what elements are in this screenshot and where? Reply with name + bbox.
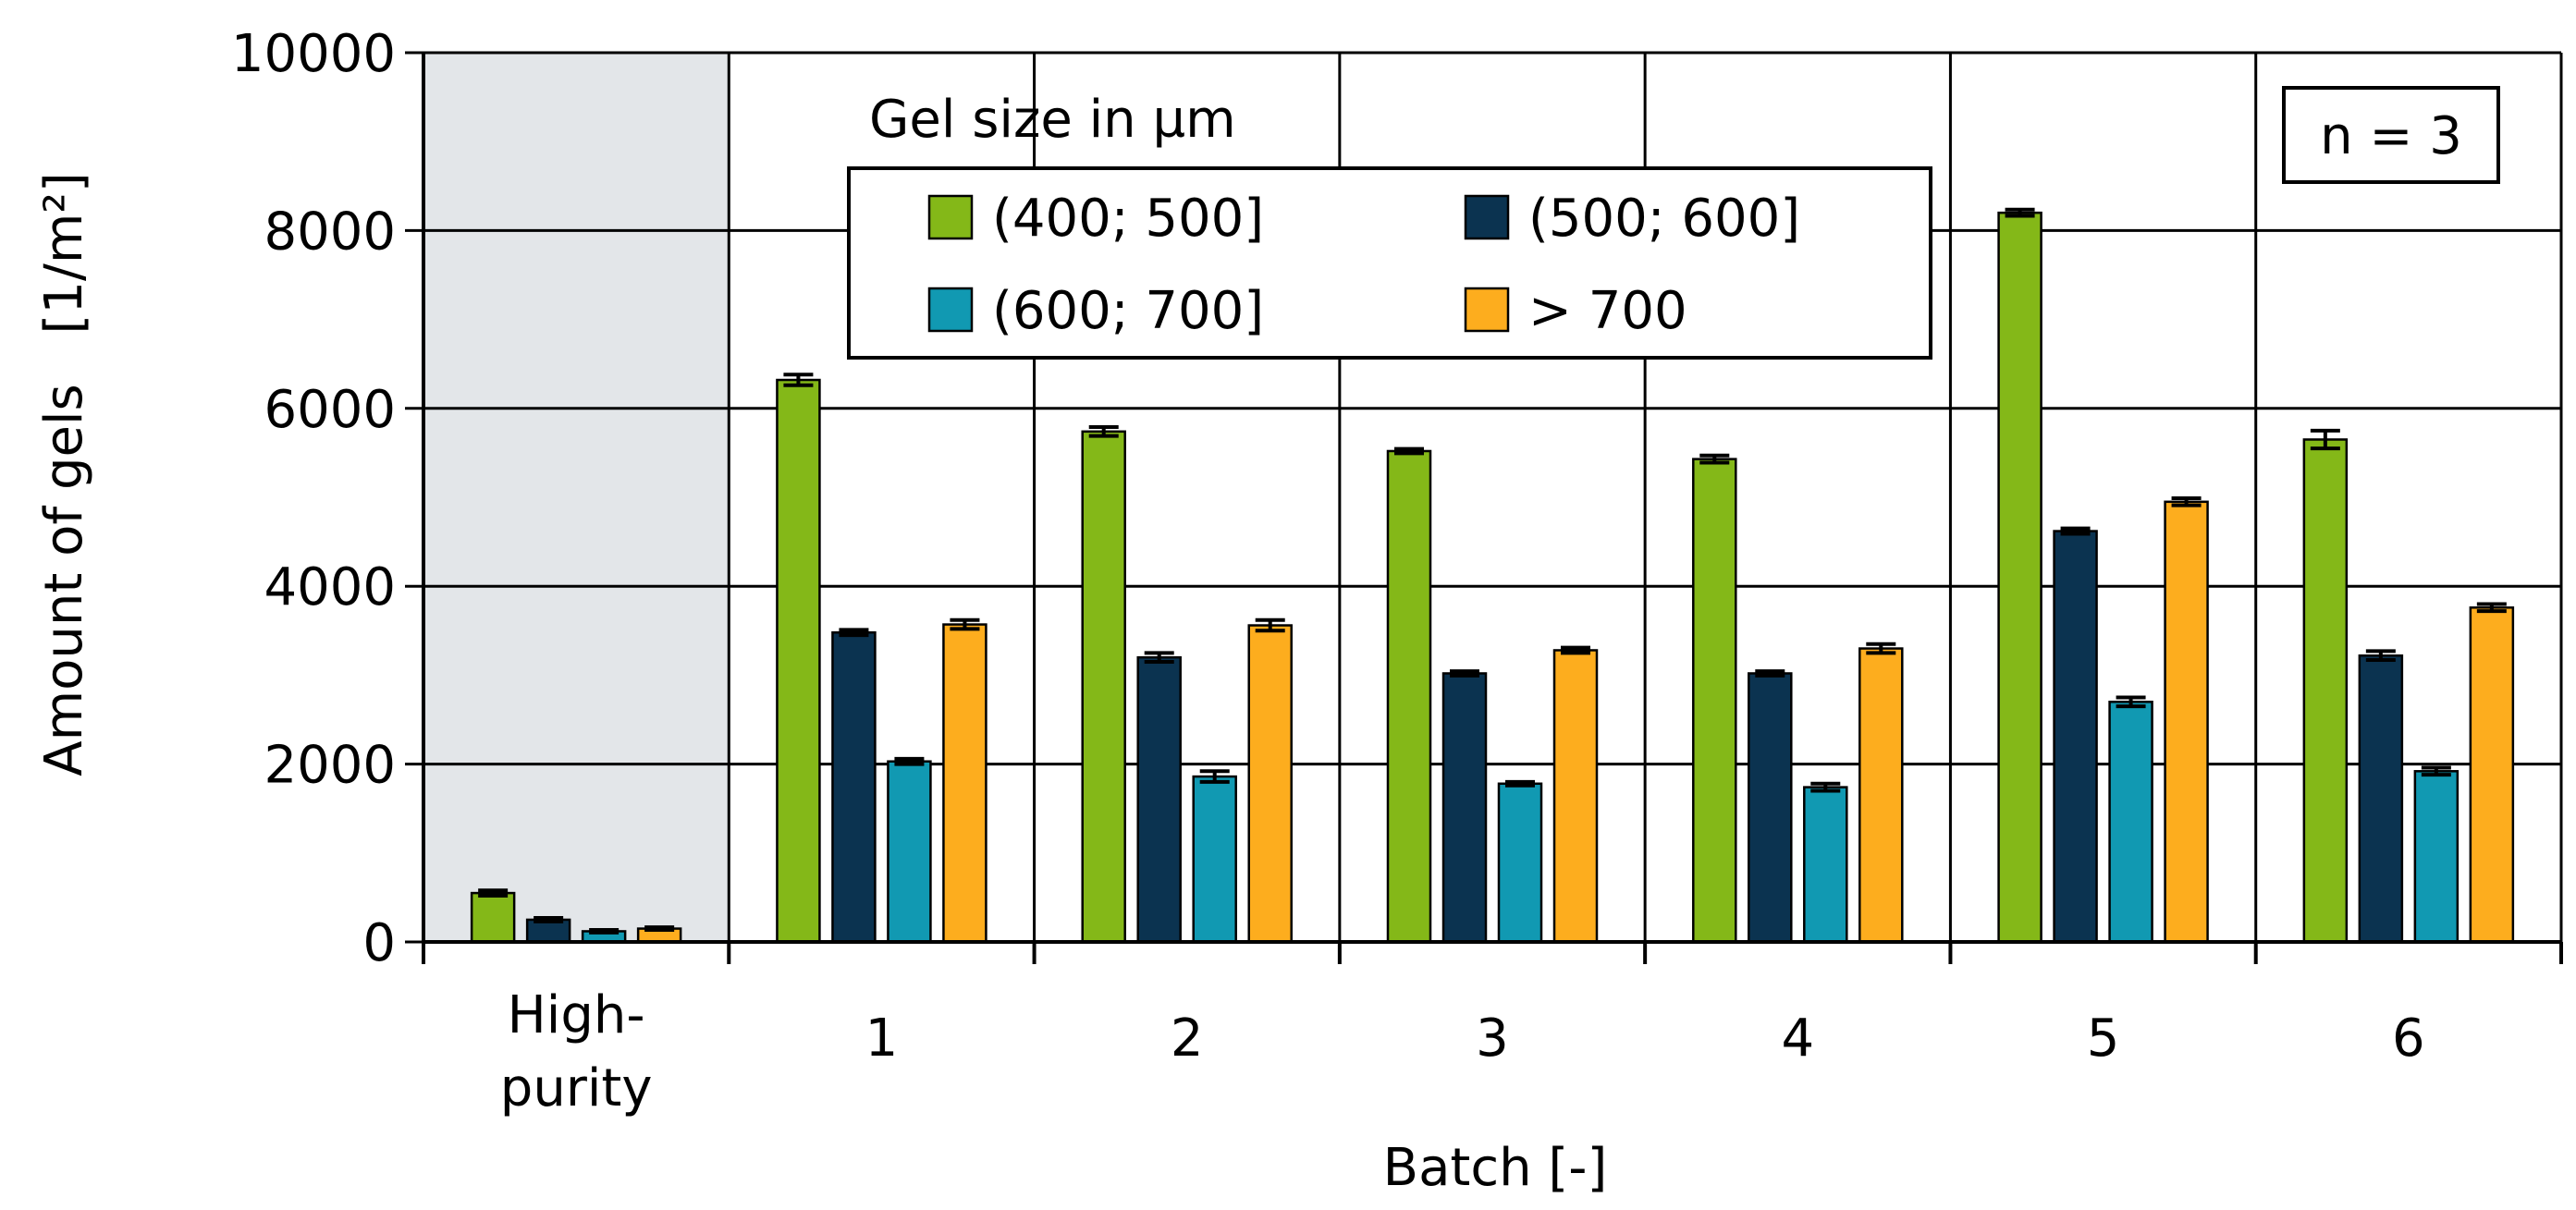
- error-bar: [1505, 779, 1535, 788]
- bar: [1552, 649, 1599, 944]
- error-bar: [478, 888, 509, 898]
- x-tick-label: 6: [2392, 1008, 2425, 1069]
- error-bar: [1810, 781, 1841, 793]
- error-bar: [2365, 649, 2396, 663]
- bar: [887, 760, 932, 944]
- bar: [1081, 430, 1126, 944]
- y-axis-title: Amount of gels [1/m²]: [34, 172, 94, 776]
- bar: [2108, 701, 2153, 944]
- error-bar: [783, 373, 814, 387]
- bar: [2164, 500, 2209, 944]
- error-bar: [2421, 765, 2451, 777]
- y-tick-label: 0: [362, 913, 396, 973]
- error-bar: [1255, 617, 1285, 633]
- error-bar: [839, 628, 869, 638]
- y-tick-label: 10000: [231, 24, 396, 84]
- bar: [1748, 672, 1793, 944]
- error-bar: [1450, 669, 1479, 678]
- error-bar: [1699, 453, 1730, 465]
- legend-swatch: [1464, 194, 1510, 240]
- bar: [1136, 655, 1182, 944]
- bar: [470, 891, 516, 944]
- y-axis-title-text: Amount of gels: [34, 384, 94, 776]
- error-bar: [2005, 207, 2035, 218]
- legend-label: > 700: [1528, 281, 1687, 341]
- error-bar: [950, 617, 980, 631]
- error-bar: [1866, 642, 1896, 655]
- bar: [831, 630, 877, 944]
- error-bar: [2171, 495, 2202, 507]
- legend: Gel size in µm (400; 500] (500; 600] (600;…: [847, 90, 1932, 360]
- error-bar: [1088, 425, 1119, 438]
- bar: [1803, 786, 1848, 944]
- x-tick-label: 5: [2087, 1008, 2120, 1069]
- y-axis-title-unit: [1/m²]: [34, 172, 94, 334]
- error-bar: [644, 925, 675, 933]
- y-tick-label: 2000: [264, 736, 396, 796]
- axes: 0 2000 4000 6000 8000 10000 High-purity 1 2 3 4 5 6: [231, 24, 2563, 1118]
- bar: [1386, 449, 1432, 944]
- legend-label: (600; 700]: [992, 281, 1264, 341]
- y-tick-label: 8000: [264, 202, 396, 262]
- bar: [1497, 782, 1543, 944]
- annotation-box: [2282, 86, 2500, 184]
- bar: [1247, 624, 1293, 944]
- legend-swatch: [1464, 287, 1510, 333]
- high-purity-shaded-region: [423, 53, 730, 942]
- bar: [2302, 438, 2349, 944]
- error-bar: [2310, 428, 2340, 451]
- sample-size-annotation: n = 3: [2282, 86, 2500, 184]
- error-bar: [589, 928, 619, 935]
- y-tick-label: 6000: [264, 380, 396, 440]
- error-bar: [1394, 446, 1424, 456]
- bar: [2469, 606, 2515, 944]
- y-tick-label: 4000: [264, 557, 396, 617]
- x-tick-label: 4: [1781, 1008, 1814, 1069]
- error-bar: [2476, 602, 2507, 614]
- x-tick-label: 2: [1171, 1008, 1204, 1069]
- x-axis-title: Batch [-]: [1383, 1138, 1608, 1198]
- x-tick-label: 1: [865, 1008, 899, 1069]
- error-bar: [1561, 645, 1590, 655]
- legend-label: (500; 600]: [1528, 189, 1800, 249]
- svg-text:Amount of gels [1/m²]: Amount of gels [1/m²]: [34, 172, 94, 776]
- bar: [2053, 530, 2098, 944]
- error-bar: [534, 916, 564, 923]
- legend-label: (400; 500]: [992, 189, 1264, 249]
- error-bar: [2116, 695, 2146, 709]
- bar: [1858, 647, 1904, 944]
- error-bar: [1755, 669, 1785, 678]
- legend-swatch: [927, 287, 974, 333]
- bar: [1192, 775, 1237, 944]
- legend-box: [847, 166, 1932, 360]
- bars: [470, 207, 2515, 944]
- bar: [1997, 211, 2042, 944]
- error-bar: [894, 756, 925, 766]
- x-tick-label: High-purity: [500, 985, 653, 1118]
- error-bar: [1144, 651, 1174, 664]
- bar: [776, 378, 821, 944]
- legend-swatch: [927, 194, 974, 240]
- bar: [1692, 458, 1737, 944]
- annotation-text: n = 3: [2320, 106, 2462, 166]
- bar: [942, 623, 987, 944]
- error-bar: [2060, 526, 2091, 536]
- bar: [2413, 770, 2459, 944]
- bar: [2358, 654, 2404, 944]
- x-tick-label: 3: [1476, 1008, 1509, 1069]
- bar: [1441, 672, 1488, 944]
- legend-title: Gel size in µm: [869, 90, 1236, 150]
- error-bar: [1199, 769, 1230, 784]
